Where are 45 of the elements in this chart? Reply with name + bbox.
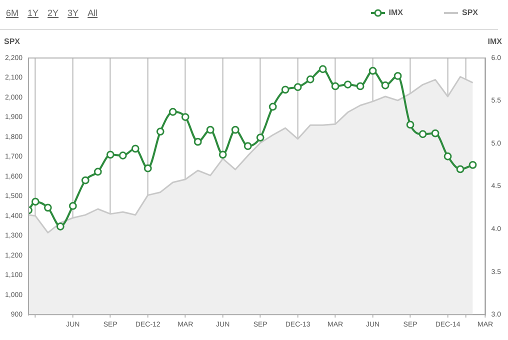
point [144, 164, 152, 172]
text: 2Y [48, 8, 59, 18]
point [31, 198, 40, 206]
legend-label: SPX [462, 8, 478, 17]
point [294, 83, 302, 92]
point [356, 82, 364, 90]
y2-axis-title: IMX [488, 37, 503, 46]
point [256, 134, 264, 142]
point [431, 129, 440, 138]
point [268, 102, 277, 111]
point [468, 160, 477, 169]
text: 6M [6, 8, 19, 18]
point [381, 81, 390, 90]
point [118, 152, 127, 160]
point [306, 75, 314, 84]
point [194, 138, 202, 146]
point [44, 204, 52, 212]
point [444, 152, 452, 160]
point [94, 168, 102, 176]
point [181, 113, 190, 121]
point [131, 144, 140, 153]
point [106, 150, 114, 159]
point [68, 202, 77, 210]
point [168, 108, 177, 116]
text: 1Y [28, 8, 39, 18]
point [406, 120, 414, 129]
point [206, 126, 214, 134]
point [281, 86, 290, 94]
point [394, 72, 402, 80]
legend-label: IMX [388, 8, 403, 17]
point [331, 82, 340, 90]
point [318, 65, 327, 74]
point [81, 176, 90, 184]
text: All [88, 8, 98, 18]
point [344, 80, 352, 88]
point [156, 128, 164, 136]
point [56, 222, 64, 230]
point [368, 66, 377, 75]
point [418, 130, 427, 138]
point [456, 165, 464, 174]
point [231, 126, 240, 134]
point [218, 150, 227, 159]
text: 3Y [68, 8, 79, 18]
point [244, 142, 252, 150]
y-axis-title: SPX [4, 37, 21, 46]
